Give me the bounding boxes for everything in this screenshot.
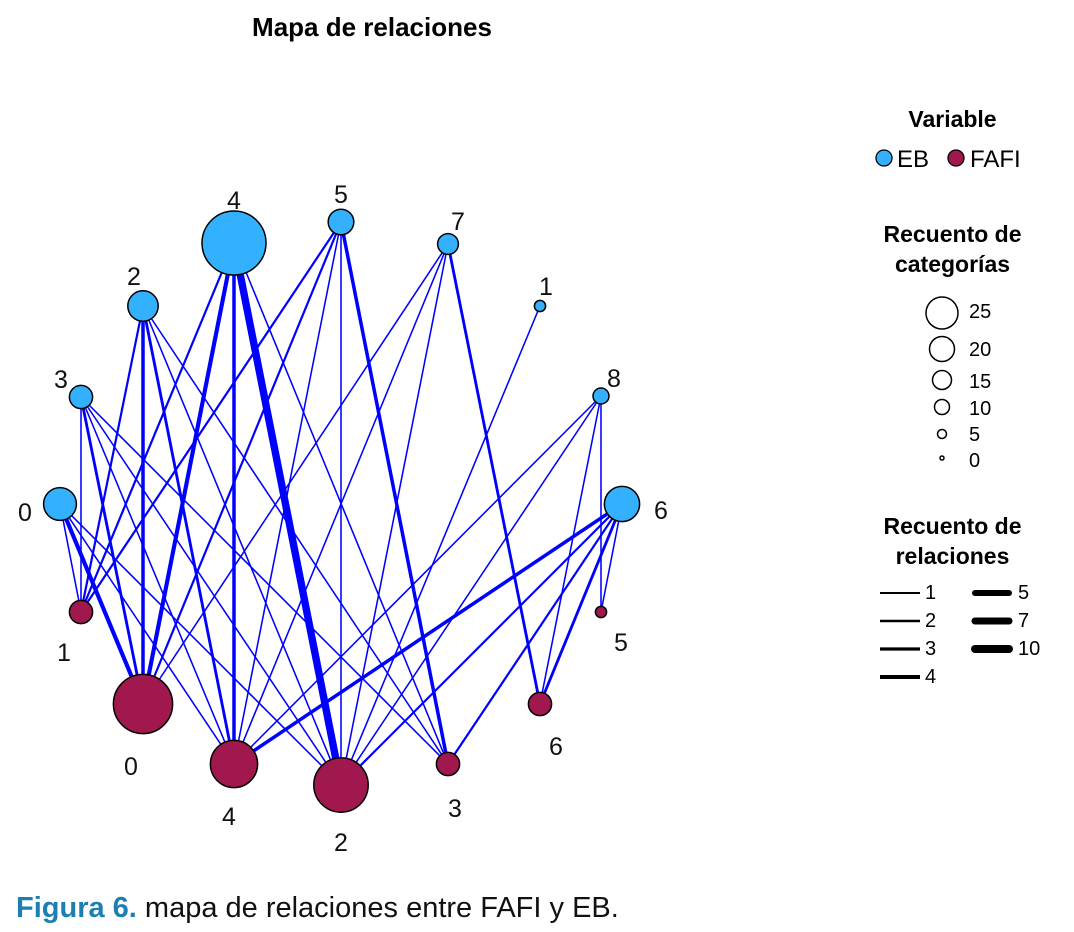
caption-text: mapa de relaciones entre FAFI y EB. [136, 892, 619, 924]
legend-edge-7: 7 [1018, 610, 1030, 632]
node-EB3 [68, 384, 94, 410]
legend-edge-2: 2 [925, 610, 937, 632]
node-label-EB7: 7 [451, 208, 465, 236]
edge-EB2-FAFI2 [142, 305, 342, 786]
legend-edge-3: 3 [925, 638, 937, 660]
legend-size-circle-15 [931, 369, 953, 391]
legend-size-title-1: Recuento de [883, 221, 1022, 247]
node-FAFI5 [594, 605, 608, 619]
caption-label: Figura 6. [16, 892, 137, 924]
edge-EB4-FAFI2 [230, 242, 345, 786]
legend-edge-title-1: Recuento de [883, 513, 1022, 539]
legend-size-15: 15 [969, 371, 992, 393]
edge-EB7-FAFI6 [446, 243, 542, 705]
legend-size-circle-0 [939, 455, 945, 461]
legend-fafi-label: FAFI [970, 146, 1021, 173]
node-label-EB4: 4 [227, 187, 241, 215]
edge-EB4-FAFI0 [140, 242, 237, 705]
edge-EB0-FAFI1 [59, 503, 82, 613]
edge-EB2-FAFI4 [141, 305, 236, 765]
node-label-FAFI5: 5 [614, 629, 628, 657]
legend-edge-1: 1 [925, 582, 937, 604]
edge-EB3-FAFI2 [80, 396, 342, 786]
legend-size-25: 25 [969, 301, 992, 323]
node-label-FAFI0: 0 [124, 753, 138, 781]
node-FAFI4 [209, 739, 259, 789]
node-label-EB1: 1 [539, 273, 553, 301]
node-label-EB6: 6 [654, 497, 668, 525]
legend-size-20: 20 [969, 339, 992, 361]
node-label-FAFI4: 4 [222, 803, 236, 831]
figure-caption: Figura 6. mapa de relaciones entre FAFI … [16, 892, 619, 925]
edge-EB0-FAFI2 [59, 503, 342, 786]
edge-EB1-FAFI2 [340, 305, 541, 786]
node-EB0 [42, 486, 78, 522]
nodes-layer: 4 5 7 1 2 8 3 0 6 1 5 0 6 4 3 2 [18, 181, 668, 857]
edge-EB0-FAFI4 [59, 503, 235, 765]
node-label-FAFI2: 2 [334, 829, 348, 857]
chart-title: Mapa de relaciones [252, 12, 492, 42]
node-label-EB5: 5 [334, 181, 348, 209]
edge-EB6-FAFI6 [538, 503, 624, 705]
node-EB2 [127, 290, 159, 322]
node-EB4 [201, 210, 267, 276]
legend-variable-title: Variable [908, 106, 997, 132]
edge-EB7-FAFI2 [340, 243, 449, 786]
legend-size-10: 10 [969, 398, 992, 420]
edge-EB7-FAFI0 [142, 243, 449, 705]
edge-EB5-FAFI3 [339, 221, 450, 765]
edges-layer [58, 221, 624, 786]
node-EB5 [327, 208, 355, 236]
legend-size-0: 0 [969, 450, 981, 472]
node-label-FAFI6: 6 [549, 733, 563, 761]
legend-size-circle-10 [933, 398, 951, 416]
node-label-FAFI1: 1 [57, 639, 71, 667]
legend-edge-10: 10 [1018, 638, 1041, 660]
edge-EB6-FAFI3 [447, 503, 623, 765]
node-EB8 [592, 387, 610, 405]
legend-size-title-2: categorías [894, 251, 1011, 277]
node-FAFI2 [313, 757, 369, 813]
edge-EB6-FAFI2 [340, 503, 623, 786]
edge-EB3-FAFI0 [79, 396, 145, 705]
legend-size-circle-20 [928, 335, 956, 363]
edge-EB8-FAFI4 [233, 395, 602, 765]
legend-size-circle-5 [936, 428, 948, 440]
edge-EB5-FAFI4 [233, 221, 342, 765]
edge-EB4-FAFI1 [79, 242, 236, 613]
legend-edge-5: 5 [1018, 582, 1030, 604]
node-label-EB0: 0 [18, 499, 32, 527]
node-EB1 [533, 299, 547, 313]
legend-size-5: 5 [969, 424, 981, 446]
node-EB7 [436, 232, 460, 256]
edge-EB0-FAFI0 [58, 503, 145, 705]
legend-size-circle-25 [925, 296, 959, 330]
edge-EB2-FAFI3 [142, 305, 449, 765]
legend-eb-swatch [875, 149, 893, 167]
edge-EB2-FAFI1 [79, 305, 145, 613]
node-FAFI3 [435, 751, 461, 777]
edge-EB3-FAFI4 [80, 396, 235, 765]
node-label-EB3: 3 [54, 366, 68, 394]
edge-EB8-FAFI6 [539, 395, 602, 705]
legend-edge-title-2: relaciones [895, 543, 1010, 569]
node-FAFI6 [527, 691, 553, 717]
edge-EB5-FAFI1 [80, 221, 342, 613]
edge-EB8-FAFI2 [340, 395, 602, 786]
legend-fafi-swatch [947, 149, 965, 167]
node-FAFI0 [112, 673, 174, 735]
legend-edge-4: 4 [925, 666, 937, 688]
node-EB6 [603, 485, 641, 523]
node-label-FAFI3: 3 [448, 795, 462, 823]
node-label-EB2: 2 [127, 263, 141, 291]
legend-graphics [875, 149, 1013, 679]
node-label-EB8: 8 [607, 365, 621, 393]
legend-eb-label: EB [897, 146, 930, 173]
edge-EB3-FAFI3 [80, 396, 449, 765]
node-FAFI1 [68, 599, 94, 625]
